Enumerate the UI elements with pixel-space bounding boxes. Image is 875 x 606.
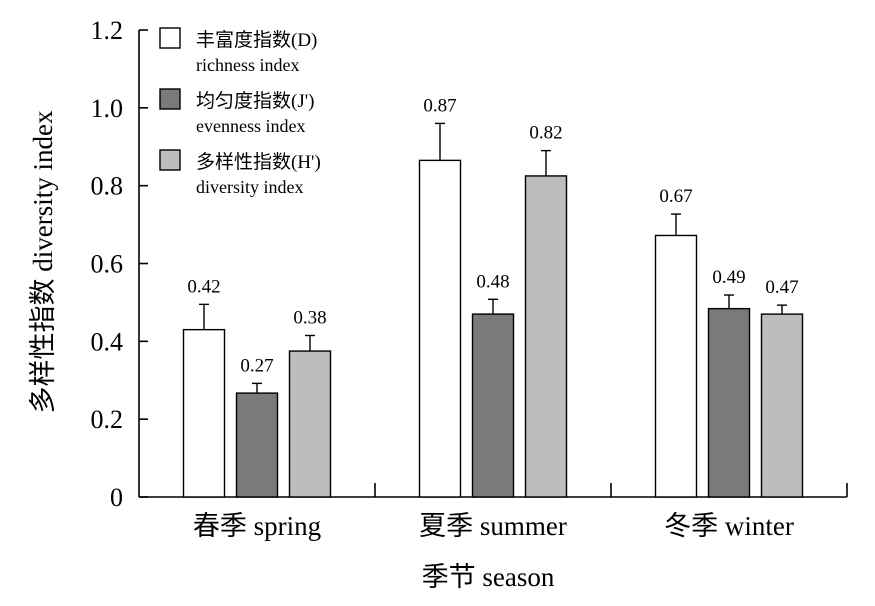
- legend-label-en: diversity index: [196, 177, 303, 197]
- x-axis-title: 季节 season: [422, 562, 555, 592]
- x-category-label: 夏季 summer: [419, 511, 567, 541]
- data-label: 0.38: [293, 307, 326, 328]
- legend-label-cn: 均匀度指数(J'): [196, 90, 314, 112]
- legend-swatch: [159, 149, 181, 171]
- data-label: 0.87: [423, 95, 456, 116]
- legend-label-cn: 多样性指数(H'): [196, 151, 321, 173]
- data-label: 0.82: [529, 123, 562, 144]
- legend-label-en: richness index: [196, 55, 299, 75]
- bar: [182, 328, 226, 498]
- data-label: 0.48: [476, 271, 509, 292]
- bar: [707, 307, 751, 498]
- bars: 0.42 0.27 0.38 0.87 0.48 0.82 0.67 0.49 0.47: [182, 95, 804, 498]
- bar: [471, 313, 515, 498]
- x-category-label: 春季 spring: [193, 511, 321, 541]
- y-tick-label: 0.2: [91, 405, 124, 434]
- data-label: 0.47: [765, 277, 798, 298]
- data-label: 0.42: [187, 276, 220, 297]
- legend-label-cn: 丰富度指数(D): [196, 29, 317, 51]
- axes: 0 0.2 0.4 0.6 0.8 1.0 1.2 春季 spring 夏季 summer 冬季 …: [91, 16, 848, 541]
- bar: [235, 392, 279, 498]
- y-axis-title: 多样性指数 diversity index: [28, 110, 58, 413]
- legend-swatch: [159, 27, 181, 49]
- data-label: 0.49: [712, 267, 745, 288]
- y-tick-label: 0.4: [91, 327, 124, 356]
- legend-swatch: [159, 88, 181, 110]
- bar: [288, 350, 332, 498]
- legend-label-en: evenness index: [196, 116, 305, 136]
- bar: [654, 234, 698, 498]
- y-tick-label: 0.8: [91, 172, 124, 201]
- y-tick-label: 1.0: [91, 94, 124, 123]
- y-tick-label: 0.6: [91, 250, 124, 279]
- legend: 丰富度指数(D) richness index 均匀度指数(J') evenness …: [159, 27, 321, 197]
- y-tick-label: 1.2: [91, 16, 124, 45]
- y-tick-label: 0: [110, 483, 123, 512]
- bar: [524, 175, 568, 498]
- bar: [760, 313, 804, 498]
- x-category-label: 冬季 winter: [664, 511, 794, 541]
- bar: [418, 159, 462, 498]
- data-label: 0.27: [240, 355, 273, 376]
- data-label: 0.67: [659, 186, 692, 207]
